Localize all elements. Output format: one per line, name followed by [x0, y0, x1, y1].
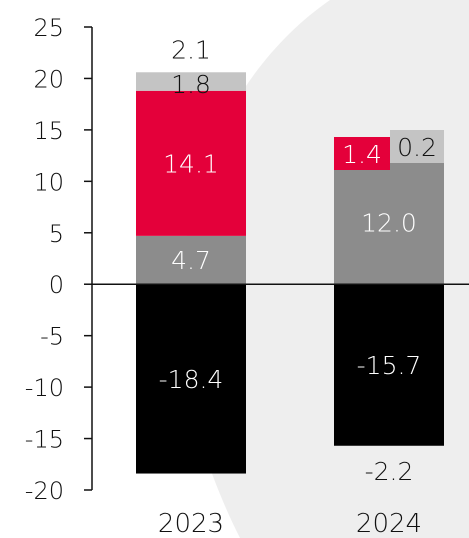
y-tick-label: -5 [40, 323, 64, 351]
bar-2023-segment-1 [136, 90, 246, 236]
y-tick-label: -15 [25, 426, 64, 454]
y-tick-label: 15 [33, 117, 64, 145]
x-category-label-2024: 2024 [356, 509, 422, 538]
bar-2023-segment-0 [136, 235, 246, 285]
data-label-2023-3: -18.4 [159, 365, 224, 394]
bar-2023-segment-3 [136, 284, 246, 474]
bar-2024-segment-2 [390, 130, 444, 163]
x-category-label-2023: 2023 [158, 509, 224, 538]
data-label-2024-2: 0.2 [397, 133, 437, 162]
bar-2024-segment-1 [334, 137, 390, 170]
labels-group: 4.7 14.1 1.8 -18.4 12.0 1.4 0.2 -15.7 2.1 -2.2 [159, 35, 437, 485]
y-tick-label: 10 [33, 168, 64, 196]
annotation-2023: 2.1 [171, 35, 211, 64]
data-label-2023-1: 14.1 [163, 149, 219, 178]
y-tick-label: 20 [33, 65, 64, 93]
bar-2024-segment-3 [334, 284, 444, 446]
data-label-2024-1: 1.4 [342, 140, 382, 169]
data-label-2024-3: -15.7 [357, 351, 422, 380]
data-label-2024-0: 12.0 [361, 208, 417, 237]
bar-2023-segment-2 [136, 72, 246, 91]
bar-2024-segment-0 [334, 160, 444, 285]
y-tick-label: 5 [49, 220, 64, 248]
axis-group: 25 20 15 10 5 0 -5 -10 -15 -20 2023 2024 [25, 14, 469, 538]
y-tick-label: 25 [33, 14, 64, 42]
y-tick-label: 0 [49, 271, 64, 299]
y-tick-label: -10 [25, 374, 64, 402]
data-label-2023-2: 1.8 [171, 70, 211, 99]
y-tick-label: -20 [25, 477, 64, 505]
annotation-2024: -2.2 [365, 457, 414, 486]
bars-group [136, 72, 444, 474]
data-label-2023-0: 4.7 [171, 246, 211, 275]
